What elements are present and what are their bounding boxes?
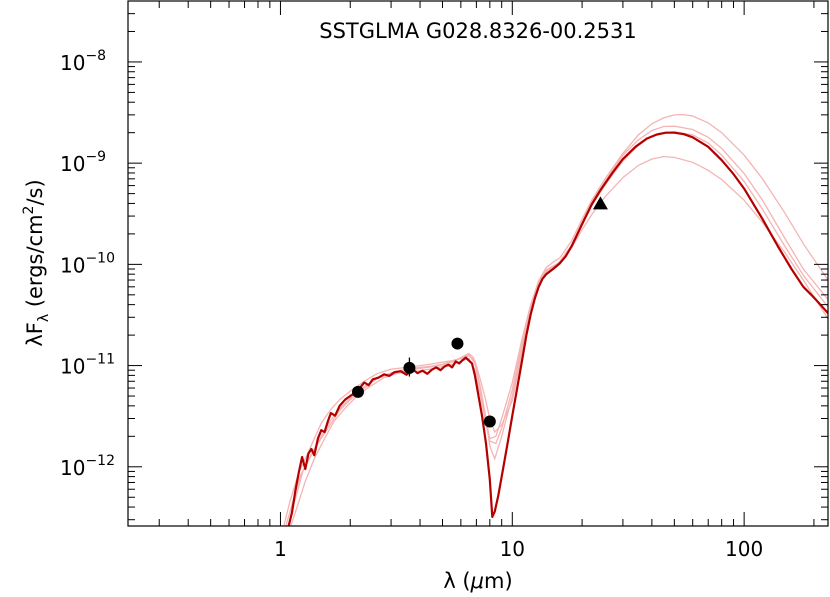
data-point-1 bbox=[351, 385, 364, 398]
model-fit-line-1 bbox=[283, 125, 828, 526]
y-tick-label: 10−11 bbox=[60, 352, 115, 379]
model-fit-line-4 bbox=[287, 130, 828, 526]
y-tick-label: 10−9 bbox=[60, 149, 106, 176]
data-point-4 bbox=[483, 415, 496, 428]
other-model-fits bbox=[283, 113, 828, 526]
x-tick-labels: 1 10 100 bbox=[274, 537, 763, 561]
x-tick-label: 100 bbox=[725, 537, 763, 561]
data-point-3 bbox=[451, 337, 464, 350]
plot-frame bbox=[127, 0, 829, 527]
y-tick-label: 10−10 bbox=[60, 250, 115, 277]
best-fit-line bbox=[287, 131, 828, 526]
y-tick-label: 10−12 bbox=[60, 453, 115, 480]
model-fit-line-2 bbox=[285, 113, 828, 526]
x-axis-label: λ (μm) bbox=[443, 569, 512, 593]
data-point-2 bbox=[403, 361, 416, 374]
model-fit-line-3 bbox=[289, 155, 828, 526]
best-fit-model bbox=[287, 131, 828, 526]
x-tick-label: 10 bbox=[500, 537, 525, 561]
y-tick-labels: 10−12 10−11 10−10 10−9 10−8 bbox=[60, 48, 115, 480]
data-points bbox=[351, 196, 608, 428]
axis-ticks bbox=[128, 0, 828, 526]
y-axis-label: λFλ (ergs/cm2/s) bbox=[21, 179, 52, 346]
x-tick-label: 1 bbox=[274, 537, 287, 561]
data-point-triangle bbox=[592, 196, 608, 210]
chart-title: SSTGLMA G028.8326-00.2531 bbox=[319, 19, 637, 43]
y-tick-label: 10−8 bbox=[60, 48, 106, 75]
